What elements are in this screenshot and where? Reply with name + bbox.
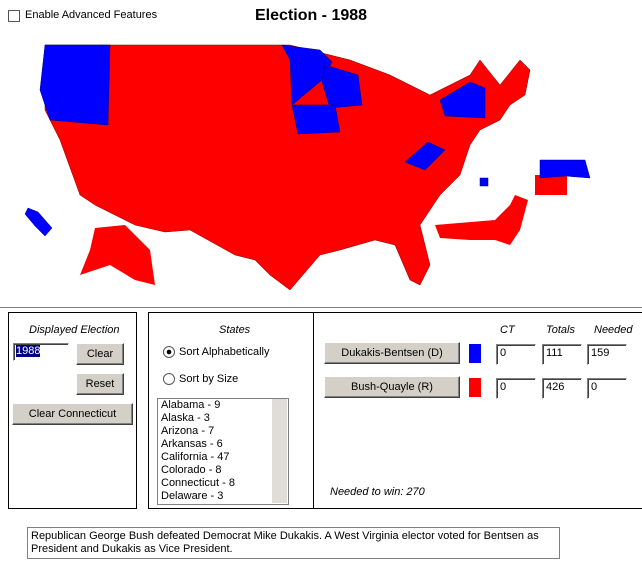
needed-field[interactable]: 159 <box>587 344 627 365</box>
new-york[interactable] <box>439 81 486 119</box>
radio-selected[interactable] <box>163 346 175 358</box>
description: Republican George Bush defeated Democrat… <box>27 527 560 559</box>
column-header: CT <box>500 324 515 336</box>
minnesota[interactable] <box>281 44 333 106</box>
state-item[interactable]: Colorado - 8 <box>161 464 222 476</box>
sort-option[interactable]: Sort by Size <box>179 373 239 385</box>
iowa[interactable] <box>291 104 341 135</box>
radio[interactable] <box>163 373 175 385</box>
massachusetts[interactable] <box>539 159 591 179</box>
ct-field[interactable]: 0 <box>496 378 536 399</box>
map-base[interactable] <box>44 44 531 291</box>
clear-connecticut-button[interactable]: Clear Connecticut <box>12 403 133 425</box>
connecticut-inset[interactable] <box>535 175 567 195</box>
candidate-button[interactable]: Dukakis-Bentsen (D) <box>324 342 460 364</box>
election-panel: Displayed Election 1988 Clear Reset Clea… <box>8 312 137 509</box>
dc[interactable] <box>479 177 489 187</box>
ct-field[interactable]: 0 <box>496 344 536 365</box>
total-field[interactable]: 111 <box>542 344 582 365</box>
states-panel: States Sort Alphabetically Sort by Size … <box>148 312 315 509</box>
washington-oregon[interactable] <box>39 44 111 126</box>
needed-to-win: Needed to win: 270 <box>330 486 425 498</box>
northeast-inset[interactable] <box>435 195 528 245</box>
alaska[interactable] <box>80 225 155 285</box>
separator <box>0 307 642 308</box>
selected-year: 1988 <box>16 345 41 357</box>
state-item[interactable]: Arkansas - 6 <box>161 438 223 450</box>
total-field[interactable]: 426 <box>542 378 582 399</box>
state-item[interactable]: Connecticut - 8 <box>161 477 235 489</box>
wisconsin[interactable] <box>321 64 363 109</box>
state-item[interactable]: Arizona - 7 <box>161 425 215 437</box>
state-item[interactable]: Alabama - 9 <box>161 399 221 411</box>
party-swatch <box>469 344 481 363</box>
map <box>24 44 591 291</box>
checkbox-label[interactable]: Enable Advanced Features <box>25 9 158 21</box>
column-header: Needed <box>594 324 633 336</box>
west-virginia[interactable] <box>404 141 446 171</box>
checkbox[interactable] <box>8 10 20 22</box>
scrollbar[interactable] <box>272 399 287 503</box>
state-list[interactable]: Alabama - 9 Alaska - 3 Arizona - 7 Arkansas… <box>157 398 289 505</box>
needed-field[interactable]: 0 <box>587 378 627 399</box>
reset-button[interactable]: Reset <box>76 373 124 395</box>
clear-button[interactable]: Clear <box>76 343 124 365</box>
column-header: Totals <box>546 324 575 336</box>
state-item[interactable]: California - 47 <box>161 451 230 463</box>
title: Election - 1988 <box>255 7 368 24</box>
state-item[interactable]: Delaware - 3 <box>161 490 224 502</box>
party-swatch <box>469 378 481 397</box>
panel-label: Displayed Election <box>29 324 120 336</box>
sort-option[interactable]: Sort Alphabetically <box>179 346 270 358</box>
candidate-button[interactable]: Bush-Quayle (R) <box>324 376 460 398</box>
state-item[interactable]: Alaska - 3 <box>161 412 210 424</box>
election-select[interactable]: 1988 <box>13 343 69 361</box>
hawaii[interactable] <box>24 207 53 237</box>
panel-label: States <box>219 324 251 336</box>
